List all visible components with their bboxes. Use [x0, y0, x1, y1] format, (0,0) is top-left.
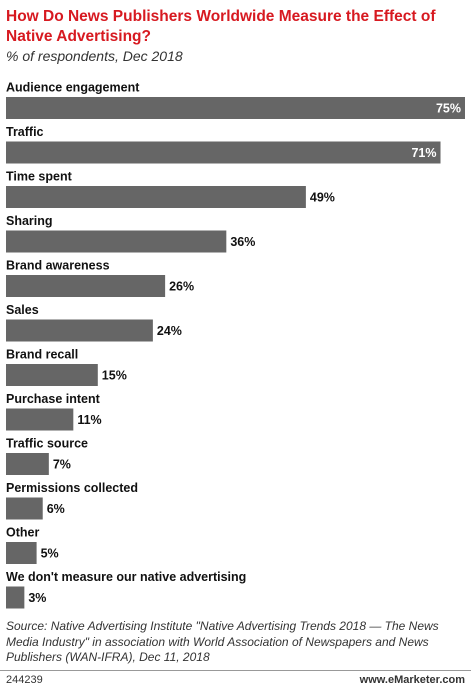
category-label: Brand recall	[6, 347, 78, 361]
value-label: 49%	[310, 190, 335, 204]
category-label: Sales	[6, 303, 39, 317]
category-label: Traffic source	[6, 436, 88, 450]
site-credit: www.eMarketer.com	[359, 674, 465, 686]
category-label: Time spent	[6, 169, 73, 183]
bar	[6, 497, 43, 520]
category-label: Sharing	[6, 214, 53, 228]
bar	[6, 275, 166, 297]
value-label: 15%	[102, 368, 127, 382]
bar	[6, 586, 25, 609]
category-label: Audience engagement	[6, 80, 140, 94]
chart-id: 244239	[6, 674, 43, 686]
category-label: We don't measure our native advertising	[6, 570, 246, 584]
value-label: 3%	[28, 591, 46, 605]
category-label: Purchase intent	[6, 392, 101, 406]
chart-subtitle: % of respondents, Dec 2018	[6, 48, 183, 64]
value-label: 7%	[53, 457, 71, 471]
bar	[6, 542, 37, 564]
footer-rule	[0, 670, 471, 671]
bar	[6, 186, 306, 208]
chart: Audience engagement 75% Traffic 71% Time spe…	[6, 80, 465, 609]
value-label: 6%	[47, 502, 65, 516]
category-label: Other	[6, 525, 39, 539]
bar	[6, 364, 98, 386]
value-label: 36%	[230, 235, 255, 249]
bar	[6, 453, 49, 475]
chart-title: How Do News Publishers Worldwide Measure…	[6, 8, 436, 45]
category-label: Traffic	[6, 125, 44, 139]
value-label: 71%	[411, 146, 436, 160]
source-note: Source: Native Advertising Institute "Na…	[6, 619, 439, 664]
value-label: 11%	[77, 413, 101, 427]
category-label: Brand awareness	[6, 258, 110, 272]
bar	[6, 141, 441, 164]
value-label: 26%	[169, 279, 194, 293]
value-label: 75%	[436, 101, 461, 115]
value-label: 5%	[41, 546, 59, 560]
category-label: Permissions collected	[6, 481, 138, 495]
value-label: 24%	[157, 324, 182, 338]
bar	[6, 97, 465, 119]
bar	[6, 408, 74, 431]
bar	[6, 319, 153, 342]
bar	[6, 230, 227, 253]
